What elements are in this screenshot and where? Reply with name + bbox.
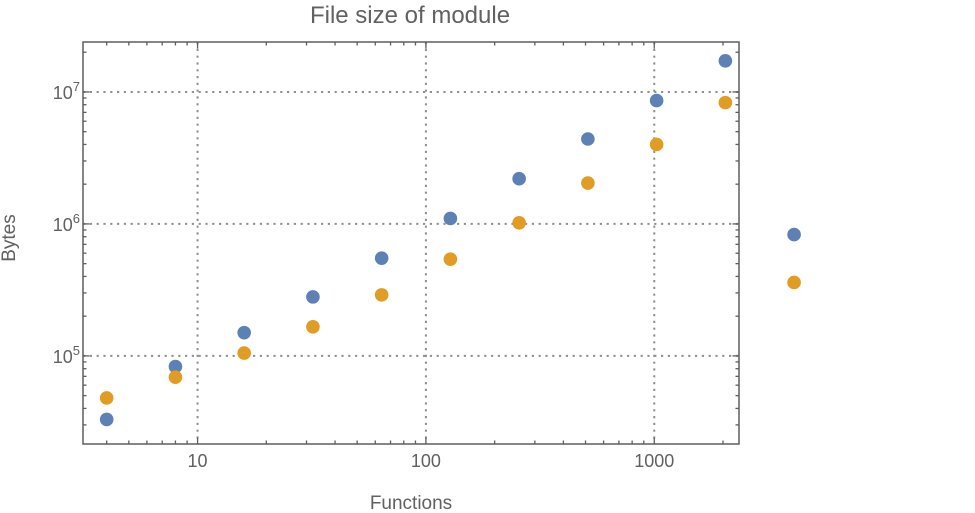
chart-title: File size of module — [310, 2, 510, 29]
y-tick-label: 106 — [53, 211, 80, 235]
data-point-orange — [512, 215, 526, 230]
data-points — [99, 54, 801, 427]
x-axis-label: Functions — [370, 493, 452, 513]
data-point-orange — [306, 320, 320, 334]
y-tick-label: 107 — [53, 79, 80, 103]
data-point-blue — [99, 412, 114, 427]
data-point-blue — [718, 54, 733, 68]
data-point-blue — [649, 93, 664, 108]
data-point-blue — [443, 211, 458, 226]
data-point-blue — [306, 290, 320, 304]
gridlines — [83, 42, 739, 444]
data-point-blue — [581, 132, 595, 146]
data-point-blue — [237, 325, 251, 340]
x-tick-label: 1000 — [634, 451, 674, 471]
data-point-orange — [237, 346, 251, 360]
data-point-blue — [787, 227, 801, 242]
data-point-orange — [649, 137, 664, 152]
data-point-blue — [374, 251, 389, 265]
y-axis-label: Bytes — [0, 214, 20, 262]
data-point-orange — [374, 288, 389, 302]
y-tick-label: 105 — [53, 343, 80, 367]
tick-labels: 10 100 1000 105 106 107 — [53, 79, 675, 471]
x-tick-label: 100 — [411, 451, 441, 471]
data-point-orange — [168, 370, 183, 384]
data-point-orange — [718, 95, 733, 110]
x-tick-label: 10 — [188, 451, 208, 471]
data-point-orange — [443, 252, 458, 267]
data-point-orange — [787, 275, 801, 290]
data-point-orange — [99, 391, 114, 405]
axis-ticks — [83, 42, 739, 444]
plot-frame — [82, 41, 740, 445]
data-point-blue — [512, 171, 526, 186]
data-point-orange — [581, 176, 595, 190]
data-point-blue — [168, 359, 183, 374]
